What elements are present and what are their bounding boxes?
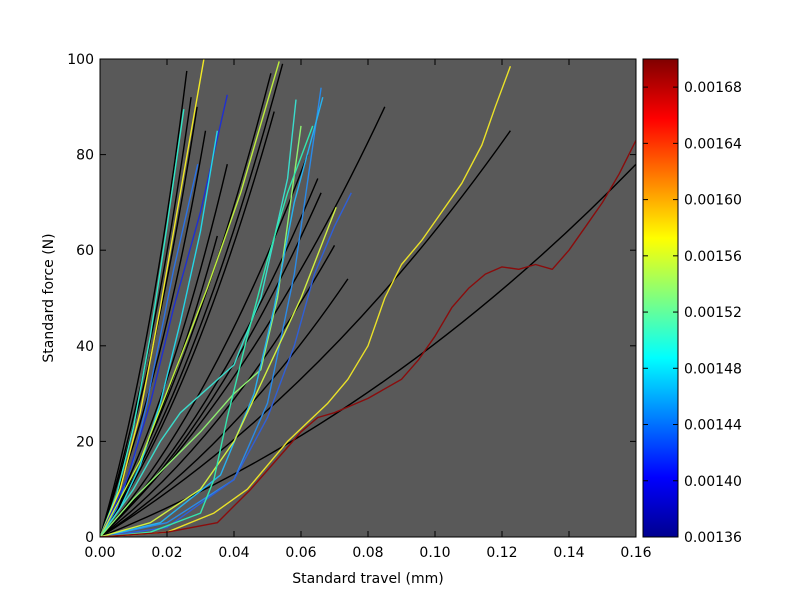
series-line-23 <box>100 61 280 537</box>
series-layer <box>100 59 636 537</box>
colorbar <box>642 58 679 538</box>
x-tick-label: 0.08 <box>352 545 383 561</box>
series-line-29 <box>100 206 337 537</box>
colorbar-tick-label: 0.00152 <box>684 305 742 321</box>
series-line-27 <box>100 97 324 537</box>
y-tick-label: 0 <box>85 530 94 546</box>
y-tick-label: 80 <box>76 148 94 164</box>
series-line-20 <box>100 164 199 537</box>
series-line-13 <box>100 245 336 537</box>
series-line-25 <box>100 125 302 537</box>
series-line-14 <box>100 278 349 537</box>
y-tick-label: 20 <box>76 434 94 450</box>
series-line-1 <box>100 70 188 537</box>
series-line-11 <box>100 178 319 537</box>
colorbar-tick-label: 0.00148 <box>684 361 742 377</box>
x-tick-label: 0.10 <box>419 545 450 561</box>
y-tick-label: 40 <box>76 339 94 355</box>
series-line-32 <box>100 139 636 537</box>
y-axis-ticks: 0 20 40 60 80 100 <box>67 52 636 546</box>
x-axis-ticks: 0.00 0.02 0.04 0.06 0.08 0.10 0.12 0.14 0.16 <box>84 59 652 561</box>
colorbar-tick-label: 0.00168 <box>684 80 742 96</box>
series-line-17 <box>100 163 636 537</box>
colorbar-tick-label: 0.00156 <box>684 249 742 265</box>
series-line-10 <box>100 154 309 537</box>
x-tick-label: 0.04 <box>218 545 249 561</box>
colorbar-tick-label: 0.00136 <box>684 530 742 546</box>
series-line-18 <box>100 109 185 537</box>
series-line-9 <box>100 63 284 537</box>
colorbar-tick-label: 0.00144 <box>684 418 742 434</box>
x-axis-label: Standard travel (mm) <box>292 571 443 587</box>
series-line-19 <box>100 59 205 537</box>
x-tick-label: 0.14 <box>553 545 584 561</box>
y-tick-label: 100 <box>67 52 94 68</box>
series-line-21 <box>100 94 228 537</box>
colorbar-ticks: 0.00136 0.00140 0.00144 0.00148 0.00152 0.001… <box>643 80 742 546</box>
series-line-7 <box>100 73 272 537</box>
series-line-31 <box>100 65 512 537</box>
colorbar-tick-label: 0.00164 <box>684 136 742 152</box>
series-line-26 <box>100 87 322 537</box>
y-tick-label: 60 <box>76 243 94 259</box>
x-tick-label: 0.12 <box>486 545 517 561</box>
series-line-16 <box>100 130 511 537</box>
x-tick-label: 0.06 <box>285 545 316 561</box>
x-tick-label: 0.00 <box>84 545 115 561</box>
series-line-28 <box>100 192 352 537</box>
x-tick-label: 0.16 <box>620 545 651 561</box>
x-tick-label: 0.02 <box>151 545 182 561</box>
colorbar-tick-label: 0.00140 <box>684 474 742 490</box>
colorbar-tick-label: 0.00160 <box>684 193 742 209</box>
y-axis-label: Standard force (N) <box>41 233 57 362</box>
series-line-15 <box>100 106 386 537</box>
series-line-30 <box>100 125 314 537</box>
